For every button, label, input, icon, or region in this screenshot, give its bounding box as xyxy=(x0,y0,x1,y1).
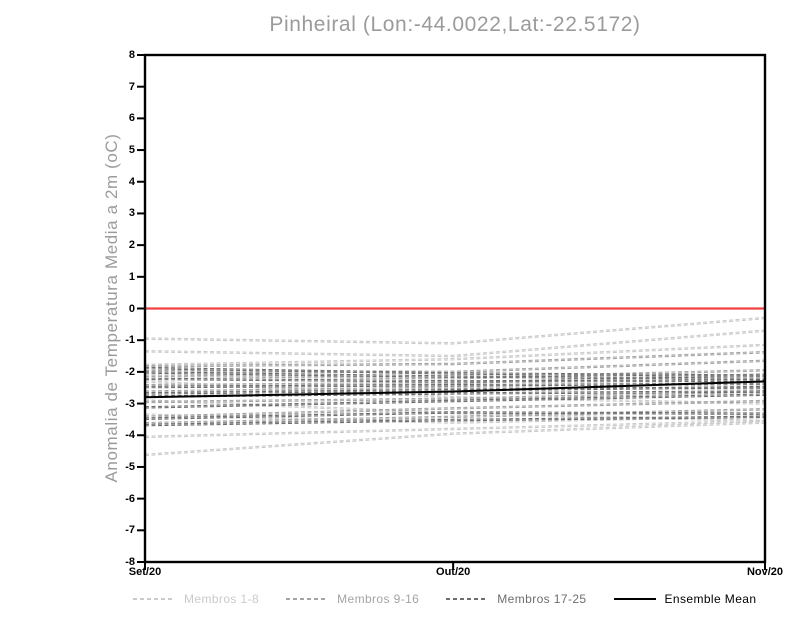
y-tick-label: 8 xyxy=(128,49,135,61)
ensemble-member-line xyxy=(144,419,766,437)
ensemble-member-line xyxy=(144,352,766,368)
ensemble-member-line xyxy=(144,421,766,439)
ensemble-member-line xyxy=(144,391,766,398)
x-tick-label: Nov/20 xyxy=(746,566,784,578)
legend-item: Membros 17-25 xyxy=(446,592,586,606)
legend-label: Membros 17-25 xyxy=(497,592,587,606)
ensemble-member-line xyxy=(144,422,766,457)
ensemble-member-line xyxy=(144,391,766,404)
y-tick-label: 4 xyxy=(128,175,135,188)
ensemble-member-line xyxy=(144,385,766,394)
y-tick-label: -2 xyxy=(125,365,135,378)
ensemble-member-line xyxy=(144,368,766,377)
legend-item: Ensemble Mean xyxy=(613,592,757,606)
ensemble-member-line xyxy=(144,382,766,387)
solid-line-swatch xyxy=(613,598,656,600)
y-tick-label: -5 xyxy=(125,460,135,473)
ensemble-member-line xyxy=(144,345,766,367)
x-tick-label: Out/20 xyxy=(436,566,471,578)
ensemble-member-line xyxy=(144,394,766,409)
ensemble-member-line xyxy=(144,412,766,421)
legend-label: Ensemble Mean xyxy=(664,592,757,606)
legend-label: Membros 9-16 xyxy=(337,592,420,606)
ensemble-member-line xyxy=(144,316,766,344)
ensemble-member-line xyxy=(144,421,766,455)
ensemble-member-line xyxy=(144,366,766,376)
ensemble-member-line xyxy=(144,390,766,397)
ensemble-member-line xyxy=(144,378,766,383)
ensemble-member-line xyxy=(144,393,766,408)
chart-title: Pinheiral (Lon:-44.0022,Lat:-22.5172) xyxy=(269,13,641,36)
ensemble-member-line xyxy=(144,330,766,358)
legend-item: Membros 1-8 xyxy=(133,592,259,606)
ensemble-member-line xyxy=(144,370,766,380)
dashed-line-swatch xyxy=(133,598,175,600)
y-tick-label: 5 xyxy=(128,144,135,157)
ensemble-member-line xyxy=(144,372,766,381)
y-tick-label: -1 xyxy=(125,334,135,347)
dashed-line-swatch xyxy=(446,598,489,600)
dashed-line-swatch xyxy=(286,598,329,600)
ensemble-member-line xyxy=(144,371,766,379)
ensemble-member-line xyxy=(144,329,766,356)
ensemble-member-line xyxy=(144,411,766,419)
ensemble-member-line xyxy=(144,350,766,367)
y-tick-label: -8 xyxy=(125,556,135,568)
legend-item: Membros 9-16 xyxy=(286,592,419,606)
ensemble-member-line xyxy=(144,318,766,345)
y-tick-label: -3 xyxy=(125,397,135,410)
y-tick-label: 0 xyxy=(128,302,135,315)
y-tick-label: 6 xyxy=(128,112,135,125)
ensemble-member-line xyxy=(144,359,766,372)
ensemble-member-line xyxy=(144,408,766,424)
y-tick-label: -4 xyxy=(125,429,135,442)
y-tick-label: 2 xyxy=(128,239,135,252)
ensemble-mean-line xyxy=(144,380,766,399)
legend-label: Membros 1-8 xyxy=(184,592,260,606)
x-tick-label: Set/20 xyxy=(128,566,162,578)
ensemble-member-line xyxy=(144,380,766,404)
ensemble-member-line xyxy=(144,415,766,425)
legend: Membros 1-8 Membros 9-16 Membros 17-25 Ense… xyxy=(133,592,756,606)
ensemble-member-line xyxy=(144,377,766,382)
y-tick-label: -7 xyxy=(125,524,135,537)
y-tick-label: 1 xyxy=(128,270,135,283)
y-tick-label: -6 xyxy=(125,492,135,505)
y-tick-label: 3 xyxy=(128,207,135,220)
ensemble-member-line xyxy=(144,374,766,387)
ensemble-member-line xyxy=(144,343,766,365)
ensemble-member-line xyxy=(144,417,766,427)
y-tick-label: 7 xyxy=(128,80,135,93)
ensemble-member-line xyxy=(144,399,766,417)
ensemble-member-line xyxy=(144,401,766,419)
